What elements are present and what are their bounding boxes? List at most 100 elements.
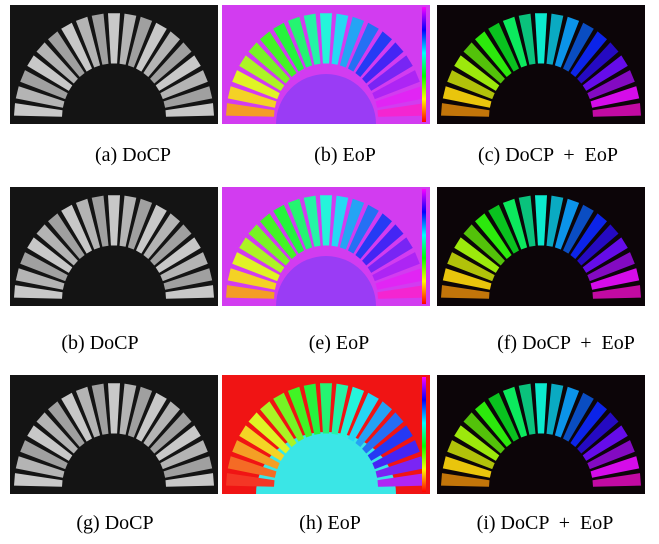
fan-blade	[592, 103, 641, 117]
fan-blade	[577, 412, 619, 454]
fan-blade	[355, 213, 392, 259]
fan-blade	[535, 195, 547, 246]
fan-blade	[577, 224, 619, 266]
fan-blade	[91, 13, 109, 65]
fan-blade	[91, 383, 109, 435]
fan-blade	[36, 224, 78, 266]
lower-region	[276, 74, 376, 124]
fan-blade	[127, 198, 153, 250]
fan-blade	[546, 195, 564, 247]
fan-blade	[590, 86, 640, 108]
fan-blade	[348, 204, 379, 254]
fan-blade	[475, 401, 512, 447]
fan-blade	[447, 440, 495, 470]
fan-blade	[227, 268, 277, 290]
fan-blade	[108, 383, 120, 434]
panel-image	[10, 375, 218, 494]
fan-blade	[226, 103, 275, 117]
fan-blade	[227, 86, 277, 108]
fan-blade	[447, 70, 495, 100]
fan-blade	[273, 22, 304, 72]
fan-blade	[75, 198, 101, 250]
fan-blade	[535, 383, 547, 434]
fan-blade	[375, 268, 425, 290]
fan-blade	[165, 473, 214, 487]
fan-blade	[348, 22, 379, 72]
caption: (b) EoP	[314, 144, 376, 166]
fan-blade	[592, 473, 641, 487]
fan-blade	[36, 42, 78, 84]
fan-blade	[260, 213, 297, 259]
fan-blade	[518, 383, 536, 435]
fan-blade	[160, 252, 208, 282]
fan-blade	[475, 31, 512, 77]
fan-blade	[554, 198, 580, 250]
fan-blade	[143, 213, 180, 259]
colorbar	[422, 377, 426, 492]
fan-blade	[377, 103, 426, 117]
fan-blade	[463, 224, 505, 266]
fan-blade	[502, 16, 528, 68]
fan-blade	[15, 86, 65, 108]
fan-blade	[570, 31, 607, 77]
panel-image	[222, 187, 430, 306]
fan-blade	[590, 268, 640, 290]
fan-blade	[454, 237, 500, 273]
caption: (i) DoCP + EoP	[477, 512, 614, 534]
fan-blade	[15, 456, 65, 478]
fan-blade	[331, 195, 349, 247]
fan-blade	[75, 16, 101, 68]
fan-blade	[454, 425, 500, 461]
fan-blade	[502, 198, 528, 250]
fan-blade	[20, 440, 68, 470]
fan-blade	[287, 16, 313, 68]
fan-blade	[441, 473, 490, 487]
fan-blade	[441, 285, 490, 299]
fan-blade	[48, 401, 85, 447]
fan-blade	[587, 70, 635, 100]
fan-blade	[108, 195, 120, 246]
fan-blade	[320, 195, 332, 246]
colorbar	[422, 7, 426, 122]
panel-image	[10, 5, 218, 124]
fan-blade	[27, 237, 73, 273]
fan-blade	[339, 16, 365, 68]
fan-blade	[260, 31, 297, 77]
fan-blade	[160, 440, 208, 470]
fan-blade	[475, 213, 512, 259]
fan-blade	[108, 13, 120, 64]
fan-blade	[287, 386, 313, 438]
fan-blade	[587, 252, 635, 282]
fan-blade	[127, 16, 153, 68]
fan-blade	[355, 401, 392, 447]
fan-blade	[488, 204, 519, 254]
fan-blade	[590, 456, 640, 478]
fan-blade	[372, 70, 420, 100]
fan-blade	[339, 198, 365, 250]
fan-blade	[582, 425, 628, 461]
fan-blade	[36, 412, 78, 454]
fan-blade	[119, 195, 137, 247]
fan-blade	[587, 440, 635, 470]
fan-blade	[554, 386, 580, 438]
fan-blade	[447, 252, 495, 282]
fan-blade	[331, 383, 349, 435]
panel-image	[222, 5, 430, 124]
panel-image	[437, 375, 645, 494]
caption: (e) EoP	[309, 332, 370, 354]
fan-blade	[577, 42, 619, 84]
fan-blade	[339, 386, 365, 438]
fan-blade	[155, 55, 201, 91]
fan-blade	[372, 252, 420, 282]
fan-blade	[273, 392, 304, 442]
fan-blade	[287, 198, 313, 250]
lower-region	[276, 256, 376, 306]
fan-blade	[502, 386, 528, 438]
fan-blade	[377, 285, 426, 299]
fan-blade	[518, 13, 536, 65]
panel-image	[437, 187, 645, 306]
fan-blade	[546, 13, 564, 65]
fan-blade	[377, 473, 426, 487]
fan-blade	[75, 386, 101, 438]
